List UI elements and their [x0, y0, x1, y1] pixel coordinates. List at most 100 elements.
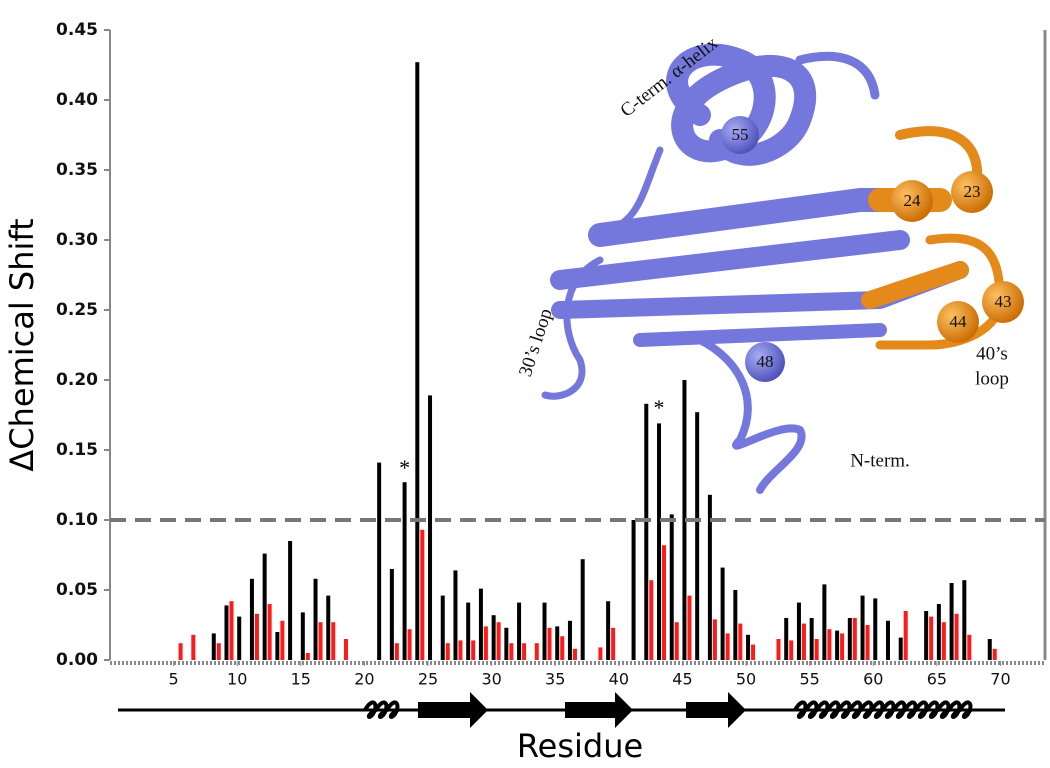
bar	[860, 595, 865, 660]
bar	[835, 630, 840, 660]
bar	[402, 482, 407, 660]
x-tick-label: 40	[609, 670, 629, 689]
bar	[555, 626, 560, 660]
bar	[580, 559, 585, 660]
bar	[606, 601, 611, 660]
bar	[801, 623, 806, 660]
x-tick-label: 20	[354, 670, 374, 689]
bar	[313, 578, 318, 660]
bar	[827, 629, 832, 660]
x-tick-label: 10	[227, 670, 247, 689]
x-axis-label: Residue	[517, 727, 643, 765]
bar	[275, 632, 280, 660]
x-tick-label: 35	[545, 670, 565, 689]
bar	[751, 644, 756, 660]
y-tick-label: 0.00	[56, 650, 98, 670]
bar	[178, 643, 183, 660]
bar	[644, 403, 649, 660]
bar	[657, 423, 662, 660]
y-tick-label: 0.10	[56, 510, 98, 530]
bar	[343, 639, 348, 660]
annotation: loop	[975, 368, 1009, 389]
annotation: 30’s loop	[515, 306, 557, 379]
x-tick-label: 60	[863, 670, 883, 689]
residue-sphere	[937, 301, 979, 343]
bar	[746, 634, 751, 660]
bar	[725, 633, 730, 660]
bar	[738, 623, 743, 660]
bar	[542, 602, 547, 660]
bar	[288, 541, 293, 660]
bar	[789, 640, 794, 660]
bar	[504, 627, 509, 660]
bar	[682, 380, 687, 660]
bar	[420, 529, 425, 660]
bar	[267, 604, 272, 660]
bar	[962, 580, 967, 660]
bar	[560, 636, 565, 660]
bar	[784, 618, 789, 660]
bar	[280, 620, 285, 660]
bar	[331, 622, 336, 660]
bar	[572, 648, 577, 660]
residue-sphere	[951, 171, 993, 213]
residue-sphere	[982, 281, 1024, 323]
bar	[796, 602, 801, 660]
bar	[567, 620, 572, 660]
bar	[326, 595, 331, 660]
x-tick-label: 25	[418, 670, 438, 689]
bar	[229, 601, 234, 660]
bar	[440, 595, 445, 660]
bar	[471, 640, 476, 660]
residue-label: 24	[904, 191, 922, 210]
bar	[491, 615, 496, 660]
bar	[305, 653, 310, 660]
annotation: 40’s	[976, 343, 1008, 364]
residue-label: 44	[950, 312, 968, 331]
bar	[954, 613, 959, 660]
bar	[662, 545, 667, 660]
x-tick-label: 15	[291, 670, 311, 689]
bar	[547, 627, 552, 660]
bar	[611, 627, 616, 660]
bar	[987, 639, 992, 660]
bar	[496, 622, 501, 660]
bar	[466, 602, 471, 660]
y-tick-label: 0.15	[56, 440, 98, 460]
residue-label: 23	[964, 182, 981, 201]
bar	[522, 643, 527, 660]
bar	[865, 625, 870, 660]
bar	[840, 633, 845, 660]
x-tick-label: 5	[169, 670, 179, 689]
bar	[389, 569, 394, 660]
bar	[847, 618, 852, 660]
bar	[191, 634, 196, 660]
bar	[707, 494, 712, 660]
secondary-structure	[118, 692, 1005, 728]
bar	[941, 622, 946, 660]
y-tick-label: 0.35	[56, 160, 98, 180]
bar	[929, 616, 934, 660]
bar	[873, 598, 878, 660]
bar	[631, 520, 636, 660]
y-tick-label: 0.20	[56, 370, 98, 390]
bar	[967, 634, 972, 660]
bar	[674, 622, 679, 660]
y-tick-label: 0.45	[56, 20, 98, 40]
bar	[249, 578, 254, 660]
bar	[407, 629, 412, 660]
bar	[712, 619, 717, 660]
bar	[509, 643, 514, 660]
y-tick-label: 0.25	[56, 300, 98, 320]
bar	[649, 580, 654, 660]
bar	[720, 567, 725, 660]
bar	[428, 395, 433, 660]
bar	[445, 643, 450, 660]
x-tick-label: 50	[736, 670, 756, 689]
bar	[458, 640, 463, 660]
residue-label: 48	[757, 352, 774, 371]
bar	[534, 643, 539, 660]
annotation: N-term.	[850, 450, 910, 471]
bar	[776, 639, 781, 660]
bar	[211, 633, 216, 660]
